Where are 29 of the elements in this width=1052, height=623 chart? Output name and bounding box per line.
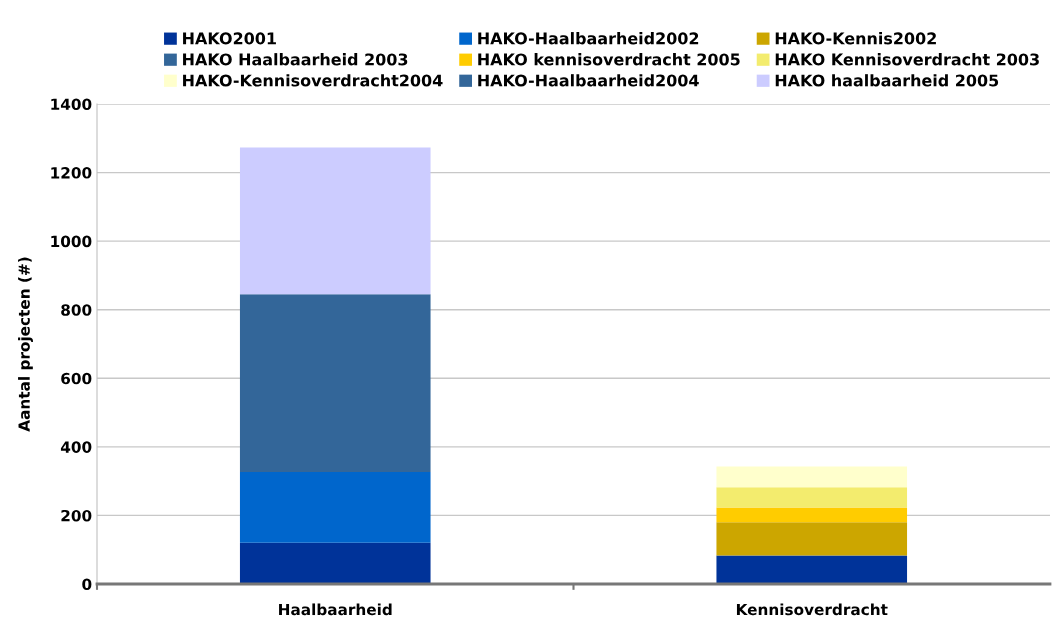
bar: [716, 507, 908, 523]
legend-label: HAKO-Haalbaarheid2004: [478, 74, 699, 87]
legend-label: HAKO kennisoverdracht 2005: [478, 53, 740, 66]
y-tick-label: 400: [60, 441, 92, 453]
bar: [716, 555, 908, 584]
y-axis-title: Aantal projecten (#): [18, 257, 33, 432]
bar: [716, 487, 908, 508]
bar: [239, 471, 431, 543]
x-tick-label: Haalbaarheid: [279, 603, 392, 616]
bar: [239, 147, 431, 295]
bar: [716, 466, 908, 488]
legend-label: HAKO Kennisoverdracht 2003: [775, 53, 1039, 66]
y-tick-label: 0: [82, 578, 92, 591]
bar: [716, 522, 908, 556]
legend-label: HAKO-Kennisoverdracht2004: [183, 74, 443, 87]
legend-label: HAKO-Kennis2002: [775, 32, 936, 45]
y-tick-label: 800: [61, 304, 92, 316]
y-tick-label: 200: [61, 509, 92, 522]
y-tick-label: 1400: [51, 98, 92, 111]
y-tick-label: 600: [61, 372, 92, 385]
bar: [239, 294, 431, 472]
bar: [239, 542, 431, 584]
x-tick-label: Kennisoverdracht: [736, 603, 888, 616]
legend-label: HAKO Haalbaarheid 2003: [183, 53, 408, 66]
y-tick-label: 1200: [51, 167, 92, 179]
legend-label: HAKO2001: [183, 32, 276, 45]
y-tick-label: 1000: [51, 235, 92, 248]
legend-label: HAKO haalbaarheid 2005: [775, 74, 999, 87]
legend-label: HAKO-Haalbaarheid2002: [478, 32, 699, 45]
